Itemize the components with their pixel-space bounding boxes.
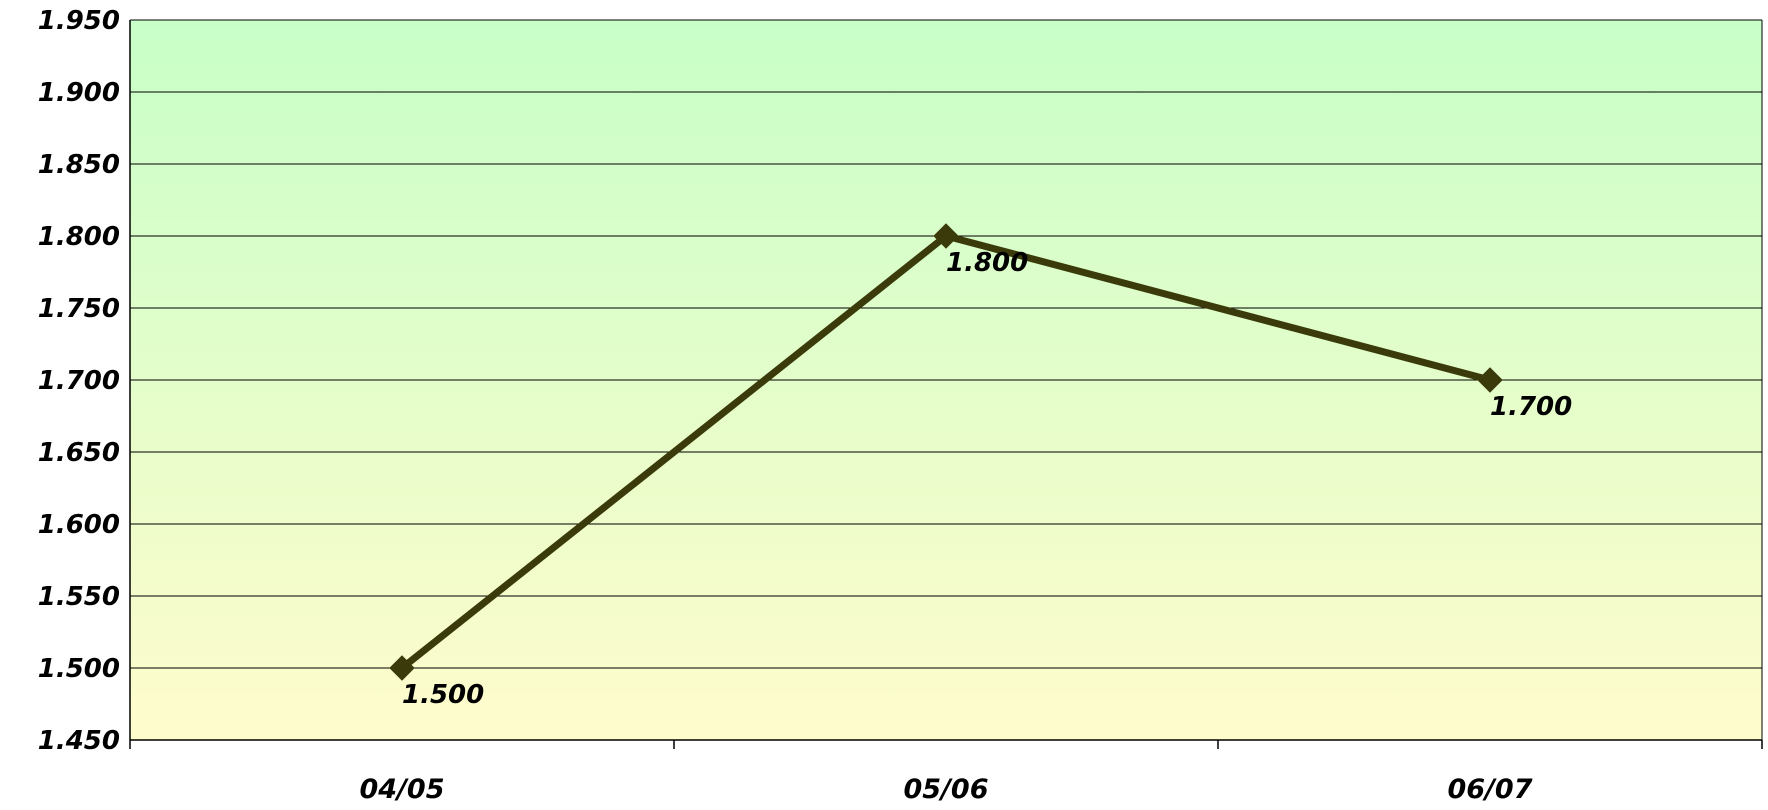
- x-tick-label: 04/05: [359, 774, 444, 805]
- axes: [129, 20, 1763, 749]
- y-tick-label: 1.650: [38, 438, 120, 468]
- y-tick-label: 1.600: [38, 510, 120, 540]
- y-axis-tick-labels: 1.450 1.500 1.550 1.600 1.650 1.700 1.750 1.800…: [38, 6, 120, 756]
- x-tick-label: 05/06: [903, 774, 988, 805]
- data-labels: 1.500 1.800 1.700: [402, 248, 1572, 710]
- data-point-marker: [389, 655, 415, 681]
- y-tick-label: 1.950: [38, 6, 120, 36]
- data-point-marker: [933, 223, 959, 249]
- data-point-marker: [1477, 367, 1503, 393]
- gridlines: [130, 19, 1762, 741]
- y-tick-label: 1.850: [38, 150, 120, 180]
- y-tick-label: 1.700: [38, 366, 120, 396]
- data-label: 1.700: [1490, 392, 1572, 422]
- y-tick-label: 1.800: [38, 222, 120, 252]
- data-label: 1.800: [946, 248, 1028, 278]
- data-label: 1.500: [402, 680, 484, 710]
- y-tick-label: 1.900: [38, 78, 120, 108]
- y-tick-label: 1.550: [38, 582, 120, 612]
- x-axis-tick-labels: 04/05 05/06 06/07: [359, 774, 1532, 805]
- y-tick-label: 1.750: [38, 294, 120, 324]
- data-series: [389, 223, 1503, 681]
- y-tick-label: 1.500: [38, 654, 120, 684]
- y-tick-label: 1.450: [38, 726, 120, 756]
- x-tick-label: 06/07: [1447, 774, 1532, 805]
